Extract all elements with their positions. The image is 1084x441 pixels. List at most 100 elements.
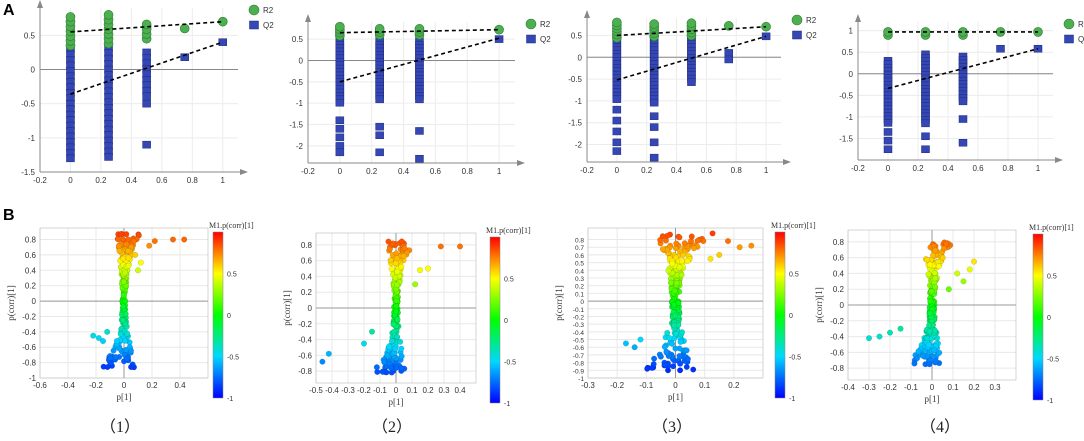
variable-point	[659, 233, 666, 240]
legend-q2-label: Q2	[806, 31, 817, 40]
variable-point	[672, 330, 679, 337]
colorbar-tick-label: -0.5	[1047, 357, 1059, 364]
y-tick-label: -0.5	[21, 100, 35, 109]
r2-point	[65, 12, 76, 22]
y-tick-label: -2	[296, 142, 304, 151]
x-tick-label: 0.4	[942, 164, 954, 173]
legend-q2-label: Q2	[540, 35, 551, 44]
variable-point	[397, 338, 404, 345]
y-tick-label: -0.6	[22, 343, 36, 352]
variable-point	[931, 270, 938, 277]
q2-regression-line	[616, 35, 767, 81]
x-tick-label: 0.1	[699, 381, 711, 390]
legend-q2-label: Q2	[1078, 35, 1084, 44]
variable-point	[667, 279, 674, 286]
r2-point	[686, 18, 697, 29]
variable-point	[169, 236, 176, 243]
y-tick-label: 0.4	[575, 268, 584, 275]
y-axis-label: p(corr)[1]	[6, 285, 16, 320]
colorbar-tick-label: -1	[789, 396, 795, 403]
y-tick-label: 0	[580, 299, 584, 306]
permutation-plot-4: -0.2 0 0.2 0.4 0.6 0.8 1 1 0.5 0 -0.5 -1 -1.5 R2 Q2	[839, 14, 1084, 173]
q2-point	[649, 98, 659, 107]
variable-point	[971, 258, 978, 265]
y-tick-label: 0.8	[301, 241, 313, 250]
variable-point	[688, 233, 695, 240]
q2-point	[649, 138, 659, 147]
variable-point	[927, 261, 934, 268]
variable-point	[120, 278, 127, 285]
legend-r2-marker	[525, 18, 537, 30]
q2-point	[921, 145, 930, 153]
variable-point	[110, 347, 117, 354]
x-tick-label: 0	[338, 167, 343, 176]
colorbar-tick-label: -1	[1047, 398, 1053, 405]
variable-point	[690, 366, 697, 373]
x-tick-label: -0.6	[33, 381, 47, 390]
variable-point	[120, 255, 127, 262]
x-tick-label: 0.2	[422, 386, 434, 395]
x-tick-label: -0.5	[309, 386, 323, 395]
colorbar-tick-label: 0	[504, 318, 508, 325]
q2-point	[958, 115, 968, 123]
variable-point	[939, 254, 946, 261]
variable-point	[398, 353, 405, 360]
variable-point	[394, 268, 401, 275]
x-tick-label: -0.2	[883, 383, 897, 392]
variable-point	[716, 251, 723, 258]
colorbar-tick-label: 0	[789, 313, 793, 320]
variable-point	[121, 337, 128, 344]
y-axis-arrow	[855, 14, 861, 22]
r2-point	[649, 19, 659, 29]
variable-point	[669, 340, 676, 347]
y-tick-label: 0.4	[833, 269, 845, 278]
q2-point	[335, 148, 345, 157]
variable-point	[122, 310, 129, 317]
colorbar	[1032, 233, 1044, 401]
variable-point	[677, 360, 684, 367]
variable-point	[122, 298, 129, 305]
r2-point	[612, 17, 622, 28]
q2-point	[335, 142, 345, 150]
x-tick-label: 0	[122, 381, 127, 390]
variable-point	[673, 279, 680, 286]
q2-regression-line	[70, 41, 224, 95]
variable-point	[104, 364, 111, 371]
x-tick-label: -0.4	[841, 383, 855, 392]
r2-point	[103, 10, 114, 20]
variable-point	[388, 265, 395, 272]
y-axis-arrow	[305, 14, 311, 22]
variable-point	[736, 244, 743, 251]
variable-point	[392, 345, 399, 352]
r2-point	[335, 21, 345, 32]
variable-point	[928, 288, 935, 295]
x-tick-label: -0.3	[341, 386, 355, 395]
variable-point	[683, 363, 690, 370]
x-tick-label: 0.1	[406, 386, 418, 395]
q2-point	[375, 122, 384, 131]
x-tick-label: 0	[68, 176, 73, 185]
variable-point	[120, 292, 127, 299]
row-label-a: A	[3, 2, 15, 19]
q2-point	[66, 154, 75, 163]
q2-point	[415, 154, 424, 163]
x-tick-label: 0.1	[947, 383, 959, 392]
variable-point	[925, 341, 932, 348]
y-tick-label: 0.4	[25, 266, 37, 275]
x-tick-label: 0.4	[174, 381, 186, 390]
x-tick-label: 0.8	[1002, 164, 1014, 173]
q2-point	[883, 136, 893, 145]
colorbar-tick-label: 0	[227, 313, 231, 320]
x-tick-label: -0.2	[580, 166, 594, 175]
variable-point	[911, 360, 918, 367]
x-tick-label: -0.4	[325, 386, 339, 395]
q2-point	[958, 139, 968, 147]
colorbar-tick-label: 0	[1047, 315, 1051, 322]
y-tick-label: -0.5	[568, 75, 582, 84]
variable-point	[676, 264, 683, 271]
variable-point	[125, 262, 132, 269]
x-tick-label: 0	[394, 386, 399, 395]
colorbar-tick-label: 0.5	[1047, 274, 1057, 281]
variable-point	[941, 245, 948, 252]
